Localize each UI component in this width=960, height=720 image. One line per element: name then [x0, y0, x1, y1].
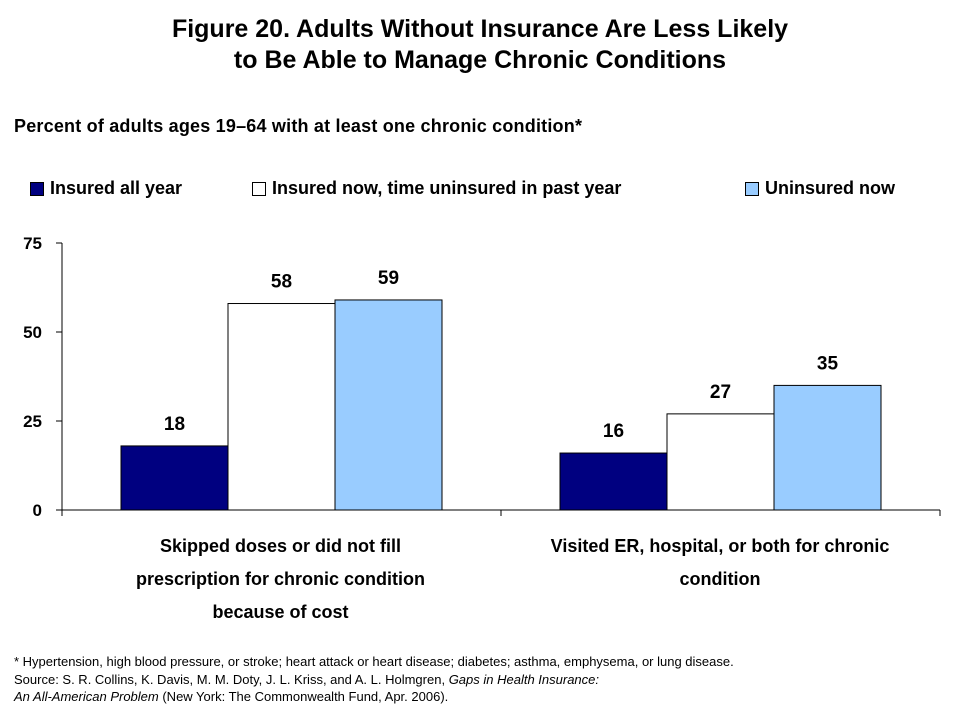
- data-label: 35: [817, 353, 839, 374]
- legend-swatch-uninsured-now: [745, 181, 759, 196]
- bar: [227, 303, 336, 511]
- footnote-source-title: Gaps in Health Insurance:: [448, 671, 599, 687]
- data-label: 59: [378, 268, 399, 289]
- y-tick-label: 50: [23, 323, 42, 342]
- data-labels: 18 58 59 16 27 35: [164, 268, 839, 442]
- category-label-visited-er: Visited ER, hospital, or both for chroni…: [500, 530, 940, 596]
- legend-item-insured-all-year: Insured all year: [30, 178, 182, 199]
- footnote-source-line-2: An All-American Problem (New York: The C…: [14, 688, 954, 706]
- y-axis: 0 25 50 75: [23, 234, 63, 520]
- data-label: 27: [710, 382, 731, 403]
- footnote-source-title-cont: An All-American Problem: [14, 689, 159, 704]
- bar: [559, 452, 668, 511]
- bar: [773, 384, 882, 511]
- category-label-line: condition: [679, 569, 761, 589]
- y-tick-label: 75: [23, 234, 42, 253]
- y-tick-label: 0: [33, 501, 42, 520]
- bar: [120, 445, 229, 511]
- category-label-skipped-doses: Skipped doses or did not fill prescripti…: [62, 530, 499, 629]
- category-label-line: Visited ER, hospital, or both for chroni…: [550, 536, 890, 556]
- y-tick-label: 25: [23, 412, 42, 431]
- category-label-line: prescription for chronic condition: [135, 569, 425, 589]
- legend-item-uninsured-now: Uninsured now: [745, 178, 895, 199]
- legend-label-insured-all-year: Insured all year: [50, 178, 183, 198]
- footnote-source-line-1: Source: S. R. Collins, K. Davis, M. M. D…: [14, 671, 954, 689]
- chart-title-line-2: to Be Able to Manage Chronic Conditions: [233, 46, 727, 74]
- footnote-source-publisher: (New York: The Commonwealth Fund, Apr. 2…: [158, 689, 449, 704]
- bar: [334, 299, 443, 511]
- legend-label-uninsured-now: Uninsured now: [765, 178, 895, 198]
- chart-legend: Insured all year Insured now, time unins…: [30, 178, 940, 204]
- data-label: 58: [271, 272, 292, 293]
- legend-swatch-insured-all-year: [30, 181, 44, 196]
- data-label: 18: [164, 414, 185, 435]
- chart-title-line-1: Figure 20. Adults Without Insurance Are …: [171, 15, 789, 43]
- category-label-line: because of cost: [212, 602, 349, 622]
- category-label-line: Skipped doses or did not fill: [159, 536, 401, 556]
- chart-subtitle: Percent of adults ages 19–64 with at lea…: [14, 116, 583, 136]
- bar: [666, 413, 775, 511]
- legend-item-insured-now-time-uninsured: Insured now, time uninsured in past year: [252, 178, 621, 199]
- legend-label-insured-now-time-uninsured: Insured now, time uninsured in past year: [272, 178, 622, 198]
- footnote-definition: * Hypertension, high blood pressure, or …: [14, 654, 734, 669]
- footnote: * Hypertension, high blood pressure, or …: [14, 653, 954, 706]
- bar-series: [120, 299, 882, 511]
- x-axis: [61, 509, 941, 516]
- footnote-source-text: Source: S. R. Collins, K. Davis, M. M. D…: [14, 671, 449, 687]
- legend-swatch-insured-now-time-uninsured: [252, 181, 266, 196]
- chart-title: Figure 20. Adults Without Insurance Are …: [0, 14, 960, 76]
- data-label: 16: [603, 421, 624, 442]
